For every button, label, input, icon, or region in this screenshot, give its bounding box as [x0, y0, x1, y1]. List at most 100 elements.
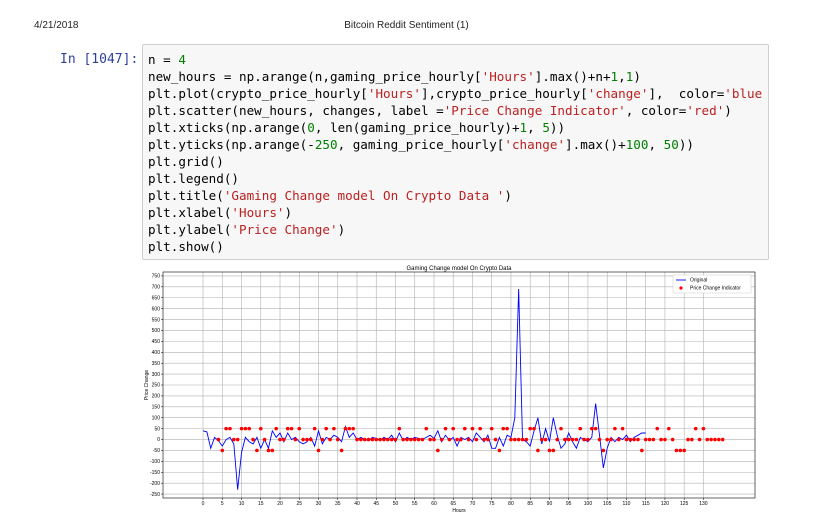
code-line: plt.plot(crypto_price_hourly['Hours'],cr…: [148, 86, 763, 101]
x-tick-label: 5: [221, 501, 224, 507]
x-tick-label: 90: [547, 501, 553, 507]
scatter-point: [628, 437, 633, 442]
scatter-point: [539, 437, 544, 442]
scatter-point: [347, 426, 352, 431]
scatter-point: [401, 437, 405, 442]
x-tick-label: 120: [661, 501, 670, 507]
scatter-point: [566, 437, 571, 442]
scatter-point: [486, 437, 490, 442]
scatter-point: [382, 437, 386, 442]
scatter-point: [586, 437, 590, 442]
chart-title: Gaming Change model On Crypto Data: [406, 266, 512, 272]
scatter-point: [301, 437, 305, 442]
code-cell[interactable]: n = 4 new_hours = np.arange(n,gaming_pric…: [142, 44, 769, 260]
scatter-point: [570, 437, 575, 442]
scatter-point: [258, 426, 263, 431]
y-tick-label: 600: [152, 306, 161, 312]
scatter-point: [228, 426, 232, 431]
y-tick-label: 50: [154, 426, 160, 432]
code-line: plt.ylabel('Price Change'): [148, 222, 346, 237]
x-tick-label: 100: [584, 501, 593, 507]
print-title: Bitcoin Reddit Sentiment (1): [344, 20, 469, 31]
scatter-point: [274, 426, 278, 431]
print-date: 4/21/2018: [34, 20, 79, 31]
cell-prompt: In [1047]:: [60, 52, 139, 67]
y-tick-label: 350: [152, 361, 161, 367]
scatter-point: [516, 437, 521, 442]
scatter-point: [232, 437, 236, 442]
scatter-point: [720, 437, 725, 442]
scatter-point: [262, 437, 267, 442]
scatter-point: [366, 437, 371, 442]
scatter-point: [578, 426, 583, 431]
y-tick-label: -50: [153, 448, 160, 454]
y-tick-label: -250: [150, 492, 160, 498]
scatter-point: [690, 437, 694, 442]
x-tick-label: 125: [680, 501, 689, 507]
y-tick-label: 250: [152, 383, 161, 389]
scatter-point: [378, 437, 382, 442]
scatter-point: [524, 437, 529, 442]
scatter-point: [436, 448, 440, 453]
code: n = 4 new_hours = np.arange(n,gaming_pric…: [143, 45, 768, 255]
y-tick-label: 500: [152, 328, 161, 334]
x-tick-label: 0: [202, 501, 205, 507]
scatter-point: [370, 437, 375, 442]
scatter-point: [397, 426, 402, 431]
scatter-point: [624, 437, 629, 442]
scatter-point: [339, 448, 344, 453]
y-tick-label: 400: [152, 350, 161, 356]
scatter-point: [297, 426, 302, 431]
code-line: plt.show(): [148, 239, 224, 254]
scatter-point: [647, 437, 652, 442]
scatter-point: [701, 426, 706, 431]
scatter-point: [285, 426, 290, 431]
y-axis-label: Price Change: [144, 370, 150, 401]
scatter-point: [216, 437, 221, 442]
scatter-point: [713, 437, 717, 442]
scatter-point: [424, 426, 429, 431]
scatter-point: [582, 437, 586, 442]
scatter-point: [405, 437, 409, 442]
x-tick-label: 85: [527, 501, 533, 507]
x-tick-label: 105: [603, 501, 612, 507]
y-tick-label: 750: [152, 274, 161, 280]
scatter-point: [528, 426, 533, 431]
scatter-point: [374, 437, 379, 442]
y-tick-label: 450: [152, 339, 161, 345]
y-tick-label: -150: [150, 470, 160, 476]
scatter-point: [678, 448, 683, 453]
code-line: new_hours = np.arange(n,gaming_price_hou…: [148, 69, 641, 84]
scatter-point: [640, 448, 644, 453]
x-tick-label: 10: [239, 501, 245, 507]
scatter-point: [270, 448, 275, 453]
scatter-point: [362, 437, 367, 442]
scatter-point: [309, 437, 313, 442]
x-tick-label: 60: [431, 501, 437, 507]
scatter-point: [559, 426, 563, 431]
x-tick-label: 75: [489, 501, 495, 507]
scatter-point: [389, 437, 394, 442]
scatter-point: [616, 437, 621, 442]
scatter-point: [474, 437, 479, 442]
legend-label: Original: [690, 278, 707, 284]
scatter-point: [609, 437, 613, 442]
y-tick-label: 650: [152, 295, 161, 301]
scatter-point: [312, 426, 317, 431]
y-tick-label: 700: [152, 285, 161, 291]
x-tick-label: 30: [316, 501, 322, 507]
scatter-point: [243, 426, 248, 431]
scatter-point: [239, 426, 244, 431]
scatter-point: [482, 437, 486, 442]
y-tick-label: -200: [150, 481, 160, 487]
scatter-point: [493, 437, 498, 442]
scatter-point: [478, 426, 482, 431]
scatter-point: [589, 426, 594, 431]
x-axis-label: Hours: [452, 508, 466, 514]
scatter-point: [470, 426, 475, 431]
scatter-point: [509, 437, 513, 442]
scatter-point: [686, 437, 690, 442]
y-tick-label: 100: [152, 415, 161, 421]
scatter-point: [651, 437, 656, 442]
